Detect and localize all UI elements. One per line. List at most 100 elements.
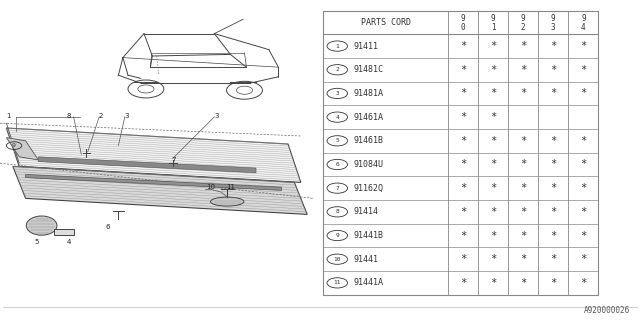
Text: *: * — [580, 41, 586, 51]
Text: 3: 3 — [124, 113, 129, 119]
Text: *: * — [520, 41, 526, 51]
Text: *: * — [520, 254, 526, 264]
Text: 9: 9 — [521, 14, 525, 23]
Text: 1: 1 — [335, 44, 339, 49]
Text: *: * — [520, 183, 526, 193]
Text: 11: 11 — [226, 184, 235, 190]
Text: *: * — [460, 88, 466, 99]
Text: *: * — [490, 88, 496, 99]
Polygon shape — [13, 166, 307, 214]
Text: *: * — [550, 88, 556, 99]
Text: 8: 8 — [67, 113, 72, 119]
Text: *: * — [460, 278, 466, 288]
Text: *: * — [580, 136, 586, 146]
Text: 4: 4 — [335, 115, 339, 120]
Text: *: * — [460, 41, 466, 51]
Text: *: * — [550, 136, 556, 146]
Text: 91084U: 91084U — [354, 160, 384, 169]
Text: *: * — [580, 88, 586, 99]
Text: *: * — [580, 278, 586, 288]
Polygon shape — [6, 138, 38, 160]
Text: 9: 9 — [335, 233, 339, 238]
Text: *: * — [520, 159, 526, 170]
Text: 9: 9 — [581, 14, 586, 23]
Text: 91461A: 91461A — [354, 113, 384, 122]
Text: 91441B: 91441B — [354, 231, 384, 240]
Text: *: * — [580, 207, 586, 217]
Text: *: * — [520, 136, 526, 146]
Text: 91441: 91441 — [354, 255, 379, 264]
Text: 6: 6 — [105, 224, 110, 230]
Text: 7: 7 — [335, 186, 339, 191]
Text: *: * — [490, 159, 496, 170]
Text: *: * — [490, 41, 496, 51]
Text: *: * — [550, 41, 556, 51]
Text: 91414: 91414 — [354, 207, 379, 216]
Polygon shape — [38, 157, 256, 173]
Polygon shape — [54, 229, 74, 235]
Text: *: * — [520, 65, 526, 75]
Text: *: * — [460, 254, 466, 264]
Ellipse shape — [26, 216, 57, 235]
Text: 91461B: 91461B — [354, 136, 384, 145]
Text: 5: 5 — [335, 138, 339, 143]
Text: 8: 8 — [335, 209, 339, 214]
Text: *: * — [550, 207, 556, 217]
Text: 91411: 91411 — [354, 42, 379, 51]
Text: 6: 6 — [335, 162, 339, 167]
Polygon shape — [26, 174, 282, 190]
Text: *: * — [520, 207, 526, 217]
Text: *: * — [520, 278, 526, 288]
Text: *: * — [490, 136, 496, 146]
Text: A920000026: A920000026 — [584, 306, 630, 315]
Text: 91441A: 91441A — [354, 278, 384, 287]
Text: 3: 3 — [551, 23, 556, 32]
Text: 0: 0 — [461, 23, 465, 32]
Text: 10: 10 — [207, 184, 216, 190]
Text: 4: 4 — [581, 23, 586, 32]
Text: *: * — [550, 254, 556, 264]
Text: *: * — [550, 230, 556, 241]
Text: 91481A: 91481A — [354, 89, 384, 98]
Text: 1: 1 — [6, 113, 12, 119]
Text: 4: 4 — [67, 239, 71, 245]
Text: 9: 9 — [491, 14, 495, 23]
Text: *: * — [490, 278, 496, 288]
Text: 9: 9 — [12, 143, 16, 148]
Text: *: * — [460, 65, 466, 75]
Text: *: * — [520, 88, 526, 99]
Text: *: * — [490, 65, 496, 75]
Text: 2: 2 — [521, 23, 525, 32]
Text: *: * — [550, 159, 556, 170]
Text: 3: 3 — [335, 91, 339, 96]
Text: *: * — [580, 159, 586, 170]
Text: *: * — [460, 136, 466, 146]
Text: *: * — [460, 183, 466, 193]
Text: *: * — [490, 112, 496, 122]
Polygon shape — [6, 128, 301, 182]
Text: 5: 5 — [35, 239, 39, 245]
Text: PARTS CORD: PARTS CORD — [360, 18, 411, 27]
Text: *: * — [460, 159, 466, 170]
Text: *: * — [520, 230, 526, 241]
Text: *: * — [460, 207, 466, 217]
Text: *: * — [460, 112, 466, 122]
Text: *: * — [580, 65, 586, 75]
Text: *: * — [490, 254, 496, 264]
Bar — [323, 11, 598, 295]
Text: *: * — [550, 65, 556, 75]
Text: 2: 2 — [99, 113, 103, 119]
Text: 2: 2 — [335, 67, 339, 72]
Text: *: * — [580, 254, 586, 264]
Text: 3: 3 — [214, 113, 219, 119]
Text: *: * — [580, 183, 586, 193]
Text: *: * — [460, 230, 466, 241]
Text: 91481C: 91481C — [354, 65, 384, 74]
Text: 7: 7 — [172, 157, 177, 163]
Text: *: * — [550, 183, 556, 193]
Text: 1: 1 — [491, 23, 495, 32]
Text: *: * — [490, 230, 496, 241]
Text: *: * — [580, 230, 586, 241]
Text: 91162Q: 91162Q — [354, 184, 384, 193]
Text: *: * — [490, 207, 496, 217]
